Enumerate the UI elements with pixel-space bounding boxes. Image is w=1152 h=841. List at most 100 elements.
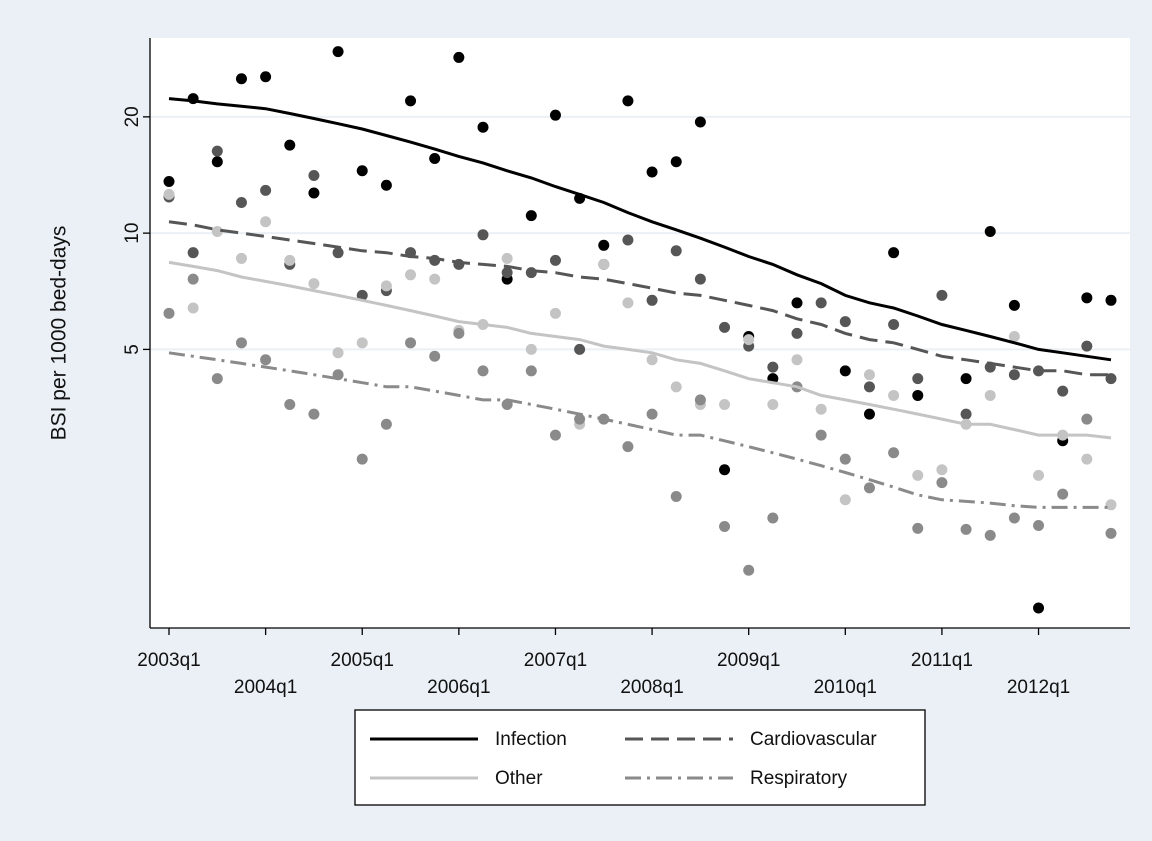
legend-label: Infection	[495, 729, 567, 750]
data-point	[525, 267, 537, 279]
data-point	[936, 464, 948, 476]
data-point	[719, 321, 731, 333]
y-axis-label: BSI per 1000 bed-days	[48, 226, 71, 441]
data-point	[1105, 499, 1117, 511]
data-point	[1033, 469, 1045, 481]
data-point	[912, 373, 924, 385]
data-point	[622, 441, 634, 453]
data-point	[791, 354, 803, 366]
data-point	[670, 491, 682, 503]
data-point	[936, 477, 948, 489]
data-point	[477, 365, 489, 377]
data-point	[211, 156, 223, 168]
data-point	[791, 327, 803, 339]
data-point	[332, 46, 344, 58]
data-point	[1105, 527, 1117, 539]
data-point	[646, 166, 658, 178]
data-point	[187, 273, 199, 285]
data-point	[1105, 294, 1117, 306]
data-point	[501, 267, 513, 279]
y-tick-label: 20	[122, 106, 143, 127]
data-point	[211, 225, 223, 237]
data-point	[163, 188, 175, 200]
data-point	[888, 319, 900, 331]
data-point	[863, 482, 875, 494]
data-point	[453, 51, 465, 63]
y-tick-label: 5	[122, 344, 143, 355]
legend-label: Other	[495, 768, 543, 789]
data-point	[839, 494, 851, 506]
legend-label: Respiratory	[750, 768, 848, 789]
x-tick-label: 2008q1	[620, 677, 683, 698]
data-point	[839, 365, 851, 377]
data-point	[646, 354, 658, 366]
data-point	[622, 234, 634, 246]
data-point	[767, 361, 779, 373]
data-point	[1081, 453, 1093, 465]
data-point	[380, 280, 392, 292]
data-point	[670, 381, 682, 393]
data-point	[187, 247, 199, 259]
fit-line	[168, 260, 1112, 440]
data-point	[211, 145, 223, 157]
data-point	[163, 176, 175, 188]
data-point	[260, 71, 272, 83]
data-point	[549, 254, 561, 266]
data-point	[453, 327, 465, 339]
data-point	[743, 564, 755, 576]
data-point	[984, 225, 996, 237]
data-point	[380, 418, 392, 430]
data-point	[405, 95, 417, 107]
data-point	[719, 464, 731, 476]
data-point	[694, 273, 706, 285]
data-point	[1057, 488, 1069, 500]
x-tick-label: 2007q1	[524, 650, 587, 671]
data-point	[477, 121, 489, 133]
data-point	[235, 197, 247, 209]
x-tick-label: 2011q1	[911, 650, 973, 671]
data-point	[332, 247, 344, 259]
data-point	[888, 389, 900, 401]
data-point	[839, 453, 851, 465]
data-point	[501, 252, 513, 264]
data-point	[235, 73, 247, 85]
data-point	[549, 109, 561, 121]
data-point	[622, 297, 634, 309]
data-point	[912, 522, 924, 534]
data-point	[767, 399, 779, 411]
data-point	[235, 337, 247, 349]
data-point	[694, 394, 706, 406]
y-tick-label: 10	[122, 223, 143, 244]
data-point	[960, 373, 972, 385]
data-point	[549, 429, 561, 441]
x-tick-label: 2012q1	[1007, 677, 1070, 698]
data-point	[284, 254, 296, 266]
fit-line	[168, 220, 1111, 377]
data-point	[815, 429, 827, 441]
data-point	[308, 169, 320, 181]
data-point	[622, 95, 634, 107]
fit-line	[168, 351, 1111, 509]
data-point	[960, 408, 972, 420]
x-tick-label: 2006q1	[427, 677, 490, 698]
data-point	[646, 294, 658, 306]
legend-box	[354, 709, 926, 806]
data-point	[1105, 373, 1117, 385]
data-point	[912, 469, 924, 481]
data-point	[525, 343, 537, 355]
data-point	[1057, 385, 1069, 397]
data-point	[260, 354, 272, 366]
data-point	[1033, 520, 1045, 532]
data-point	[936, 289, 948, 301]
data-point	[525, 210, 537, 222]
data-point	[1081, 413, 1093, 425]
x-tick-label: 2010q1	[814, 677, 877, 698]
data-point	[719, 399, 731, 411]
data-point	[912, 389, 924, 401]
data-point	[574, 343, 586, 355]
data-point	[1081, 340, 1093, 352]
data-point	[574, 413, 586, 425]
data-point	[767, 512, 779, 524]
data-point	[984, 389, 996, 401]
